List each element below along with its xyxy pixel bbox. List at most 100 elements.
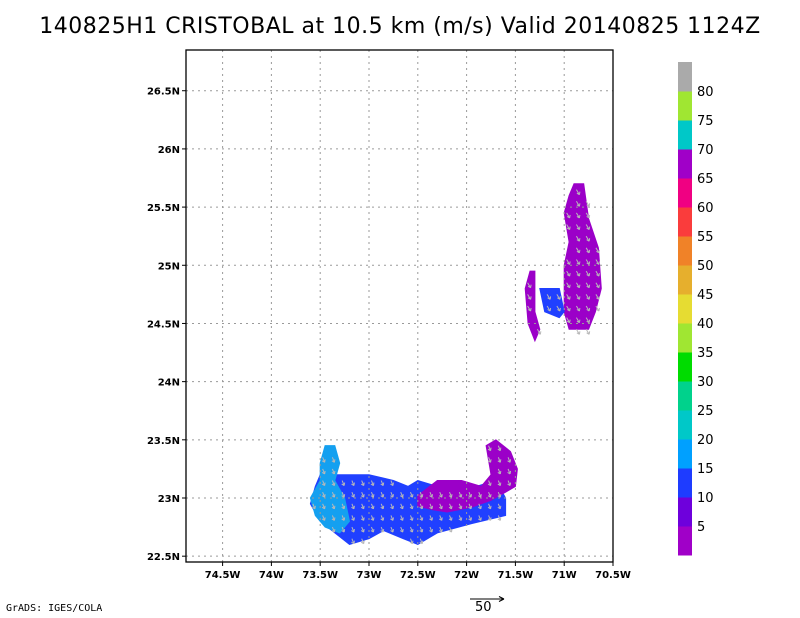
x-tick-label: 72W: [454, 570, 479, 581]
wind-vector-head: [399, 517, 404, 521]
wind-vector-head: [566, 284, 571, 289]
wind-vector-head: [341, 529, 346, 533]
y-tick-label: 26N: [158, 145, 180, 156]
wind-vector-head: [351, 482, 355, 486]
y-tick-label: 26.5N: [147, 87, 180, 98]
wind-vector-head: [487, 482, 492, 486]
wind-region-northeast: [563, 183, 602, 330]
colorbar-label: 50: [697, 259, 714, 274]
wind-vector-head: [429, 505, 433, 510]
wind-vector-head: [448, 517, 453, 521]
wind-vector-head: [321, 482, 326, 486]
wind-vector-head: [576, 226, 581, 230]
wind-vector-head: [566, 296, 571, 300]
wind-vector-head: [478, 505, 482, 510]
wind-vector-head: [586, 203, 591, 207]
colorbar-swatch: [678, 381, 692, 411]
colorbar-swatch: [678, 62, 692, 92]
wind-vector-head: [478, 494, 482, 498]
wind-vectors: [312, 189, 600, 545]
wind-vector-head: [507, 482, 512, 486]
reference-vector: [470, 596, 505, 602]
x-tick-label: 73W: [357, 570, 382, 581]
wind-vector-head: [331, 470, 336, 475]
wind-vector-head: [557, 296, 561, 300]
wind-vector-head: [399, 529, 404, 533]
wind-vector-head: [487, 494, 492, 498]
wind-vector-head: [458, 494, 463, 498]
wind-vector-head: [439, 505, 443, 510]
wind-vector-head: [360, 482, 365, 486]
wind-vector-head: [351, 517, 355, 521]
x-tick-label: 70.5W: [595, 570, 631, 581]
wind-vector-head: [380, 517, 385, 521]
wind-vector-head: [409, 505, 414, 510]
wind-vector-head: [566, 273, 571, 277]
wind-vector-head: [341, 494, 346, 498]
wind-vector-head: [497, 447, 502, 452]
wind-vector-head: [360, 494, 365, 498]
colorbar-label: 30: [697, 375, 714, 390]
colorbar-label: 75: [697, 114, 714, 129]
y-tick-label: 25.5N: [147, 203, 180, 214]
wind-vector-head: [487, 517, 492, 521]
wind-vector-head: [409, 529, 414, 533]
wind-vector-head: [321, 517, 326, 521]
wind-vector-head: [586, 319, 591, 324]
wind-vector-head: [497, 505, 502, 510]
x-tick-label: 71W: [552, 570, 577, 581]
colorbar-label: 55: [697, 230, 714, 245]
colorbar-swatch: [678, 468, 692, 498]
wind-vector-head: [487, 459, 492, 463]
wind-region-northeast-blue: [539, 288, 565, 319]
wind-region-southwest-blue: [309, 462, 507, 546]
y-axis: 22.5N 23N 23.5N 24N 24.5N 25N 25.5N 26N 26.5N: [147, 87, 186, 563]
wind-vector-head: [360, 505, 365, 510]
wind-vector-head: [351, 529, 355, 533]
wind-vector-head: [537, 331, 542, 335]
plot-frame: [185, 49, 614, 563]
wind-vector-head: [527, 284, 532, 289]
wind-vector-head: [341, 517, 346, 521]
wind-vector-head: [331, 482, 336, 486]
colorbar-label: 70: [697, 143, 714, 158]
y-tick-label: 24.5N: [147, 319, 180, 330]
wind-vector-head: [341, 482, 346, 486]
colorbar-swatch: [678, 120, 692, 150]
wind-vector-head: [566, 214, 571, 219]
wind-vector-head: [507, 459, 512, 463]
wind-vector-head: [370, 494, 375, 498]
wind-vector-head: [321, 459, 326, 463]
y-tick-label: 23.5N: [147, 436, 180, 447]
wind-vector-head: [409, 517, 414, 521]
wind-vector-head: [487, 505, 492, 510]
wind-vector-head: [419, 517, 424, 521]
x-axis: 74.5W 74W 73.5W 73W 72.5W 72W 71.5W 71W 70.5W: [205, 562, 631, 581]
wind-vector-head: [409, 540, 414, 545]
wind-vector-head: [351, 494, 355, 498]
wind-vector-head: [576, 273, 581, 277]
wind-vector-head: [586, 307, 591, 312]
wind-vector-head: [331, 529, 336, 533]
y-tick-label: 22.5N: [147, 552, 180, 563]
wind-vector-head: [576, 214, 581, 219]
colorbar-label: 60: [697, 201, 714, 216]
colorbar-swatch: [678, 91, 692, 121]
wind-vector-head: [409, 494, 414, 498]
wind-vector-head: [586, 331, 591, 335]
wind-vector-head: [497, 494, 502, 498]
wind-vector-head: [419, 529, 424, 533]
wind-vector-head: [390, 517, 394, 521]
wind-vector-head: [370, 482, 375, 486]
wind-vector-head: [468, 494, 473, 498]
wind-vector-head: [399, 505, 404, 510]
wind-vector-head: [576, 191, 581, 196]
wind-vector-head: [566, 226, 571, 230]
wind-vector-head: [419, 505, 424, 510]
x-tick-label: 71.5W: [498, 570, 534, 581]
x-tick-label: 73.5W: [302, 570, 338, 581]
wind-vector-head: [586, 273, 591, 277]
wind-vector-head: [448, 529, 453, 533]
wind-vector-head: [527, 307, 532, 312]
wind-vector-head: [576, 296, 581, 300]
